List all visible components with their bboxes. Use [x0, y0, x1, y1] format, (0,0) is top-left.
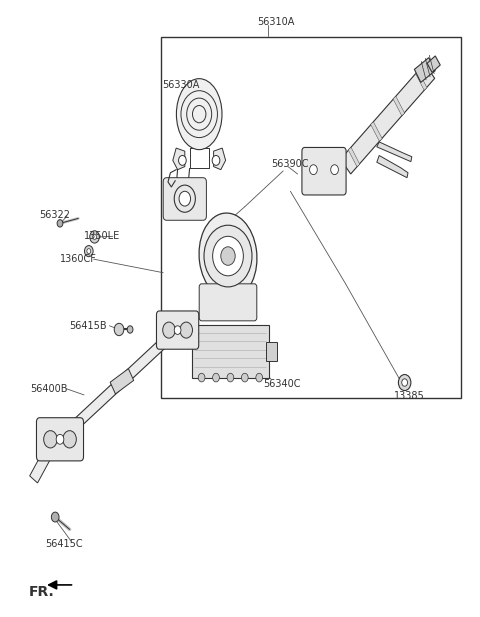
FancyBboxPatch shape: [302, 147, 346, 195]
Circle shape: [90, 231, 99, 243]
Circle shape: [213, 236, 243, 276]
Polygon shape: [30, 449, 52, 483]
Circle shape: [198, 373, 205, 382]
Circle shape: [213, 373, 219, 382]
Circle shape: [114, 323, 124, 336]
Circle shape: [44, 431, 57, 448]
Text: FR.: FR.: [29, 586, 55, 599]
Text: 56322: 56322: [39, 210, 71, 220]
Circle shape: [63, 431, 76, 448]
Polygon shape: [348, 147, 360, 167]
Polygon shape: [72, 332, 173, 430]
Text: 1360CF: 1360CF: [60, 254, 97, 264]
Circle shape: [180, 322, 192, 338]
Circle shape: [179, 155, 186, 165]
Circle shape: [93, 234, 96, 239]
FancyBboxPatch shape: [36, 418, 84, 461]
Text: 56390C: 56390C: [271, 159, 309, 168]
Polygon shape: [427, 56, 440, 72]
Circle shape: [241, 373, 248, 382]
Polygon shape: [173, 148, 185, 170]
Polygon shape: [377, 155, 408, 178]
Polygon shape: [415, 71, 427, 90]
Polygon shape: [110, 368, 134, 394]
Text: 56310A: 56310A: [257, 17, 294, 27]
Circle shape: [57, 220, 63, 227]
Circle shape: [163, 322, 175, 338]
Polygon shape: [371, 122, 382, 141]
Circle shape: [227, 373, 234, 382]
Polygon shape: [340, 64, 435, 174]
Text: 1350LE: 1350LE: [84, 231, 120, 241]
Circle shape: [212, 155, 220, 165]
Ellipse shape: [199, 213, 257, 299]
Circle shape: [256, 373, 263, 382]
Circle shape: [51, 512, 59, 522]
Bar: [192, 325, 269, 378]
Circle shape: [181, 91, 217, 138]
Circle shape: [331, 165, 338, 175]
FancyBboxPatch shape: [163, 178, 206, 220]
Circle shape: [192, 106, 206, 123]
Circle shape: [84, 246, 93, 257]
Text: 56415C: 56415C: [46, 539, 83, 549]
Circle shape: [127, 326, 133, 333]
Polygon shape: [414, 57, 435, 83]
Ellipse shape: [176, 79, 222, 150]
Circle shape: [174, 185, 195, 212]
Polygon shape: [393, 96, 405, 116]
Circle shape: [87, 249, 91, 254]
Circle shape: [398, 375, 411, 391]
Circle shape: [174, 326, 181, 334]
Circle shape: [56, 434, 64, 444]
Circle shape: [402, 379, 408, 386]
Bar: [161, 37, 461, 398]
Polygon shape: [377, 142, 412, 162]
Text: 56340C: 56340C: [263, 379, 300, 389]
Circle shape: [204, 225, 252, 287]
Text: 56415B: 56415B: [70, 321, 107, 331]
FancyBboxPatch shape: [156, 311, 199, 349]
Bar: [266, 342, 277, 361]
Text: 56330A: 56330A: [162, 80, 200, 90]
FancyBboxPatch shape: [199, 284, 257, 321]
Text: 13385: 13385: [394, 391, 424, 401]
Circle shape: [221, 247, 235, 265]
Text: 56400B: 56400B: [30, 384, 67, 394]
Polygon shape: [214, 148, 226, 170]
Circle shape: [179, 191, 191, 206]
Circle shape: [310, 165, 317, 175]
Circle shape: [187, 98, 212, 130]
